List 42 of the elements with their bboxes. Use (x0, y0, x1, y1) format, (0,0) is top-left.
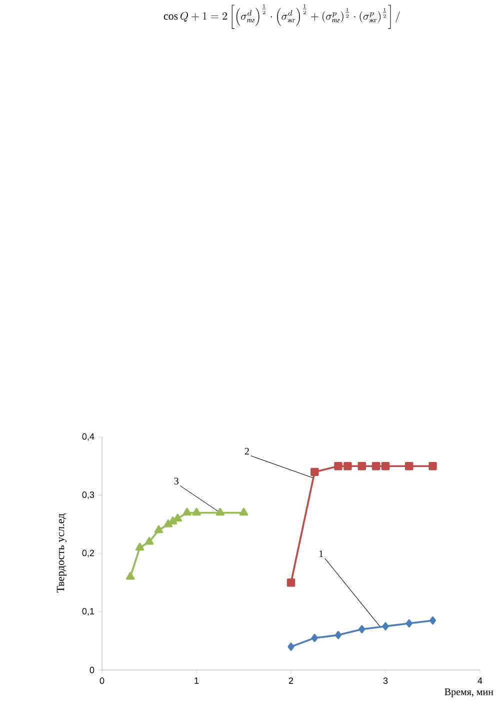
y-axis-title: Твердость усл.ед (56, 514, 66, 592)
y-tick-label: 0,2 (82, 550, 94, 558)
x-tick-label: 4 (478, 678, 482, 684)
point (164, 519, 173, 528)
x-tick-label: 2 (288, 678, 294, 684)
y-tick-label: 0,4 (82, 433, 94, 441)
annotation: 2 (244, 448, 249, 455)
point (216, 508, 224, 516)
annotation: 3 (174, 478, 178, 484)
point (288, 642, 294, 651)
point (381, 462, 390, 470)
point (286, 578, 296, 587)
point (406, 619, 412, 628)
point (358, 462, 366, 470)
point (334, 462, 342, 470)
text: $\cos Q+1=2\left[\left(\sigma^{d}_{\hbox{\scriptsize\itshape тг}}\right)^{\frac{1}{2}}\cdot\left(\sigma^{d}_{\hbox{\scriptsize жг}}\right)^{\frac{1}{2}}+\left(\sigma^{p}_{\hbox{\scriptsize\itshape тг}}\right)^{\frac{1}{2}}\cdot\left(\sigma^{p}_{\hbox{\scriptsize жг}}\right)^{\frac{1}{2}}\right]/$ (164, 4, 400, 29)
point (154, 525, 164, 534)
point (344, 462, 352, 470)
point (372, 462, 380, 470)
point (135, 542, 144, 551)
point (310, 468, 319, 476)
point (358, 625, 366, 634)
x-tick-label: 1 (194, 678, 199, 684)
y-tick-label: 0 (90, 666, 94, 674)
point (429, 616, 436, 625)
point (144, 536, 154, 545)
point (239, 508, 248, 516)
point (382, 622, 389, 630)
point (311, 634, 318, 642)
point (173, 514, 182, 522)
y-tick-label: 0,1 (82, 608, 94, 616)
y-tick-label: 0,3 (82, 492, 94, 499)
annotation: 1 (319, 550, 323, 558)
point (126, 572, 135, 580)
point (334, 630, 342, 640)
x-tick-label: 0 (100, 678, 104, 684)
point (428, 462, 437, 470)
point (405, 462, 414, 470)
x-axis-title: Время, мин (444, 688, 494, 698)
point (182, 508, 192, 516)
x-tick-label: 3 (383, 678, 388, 684)
point (192, 508, 201, 516)
